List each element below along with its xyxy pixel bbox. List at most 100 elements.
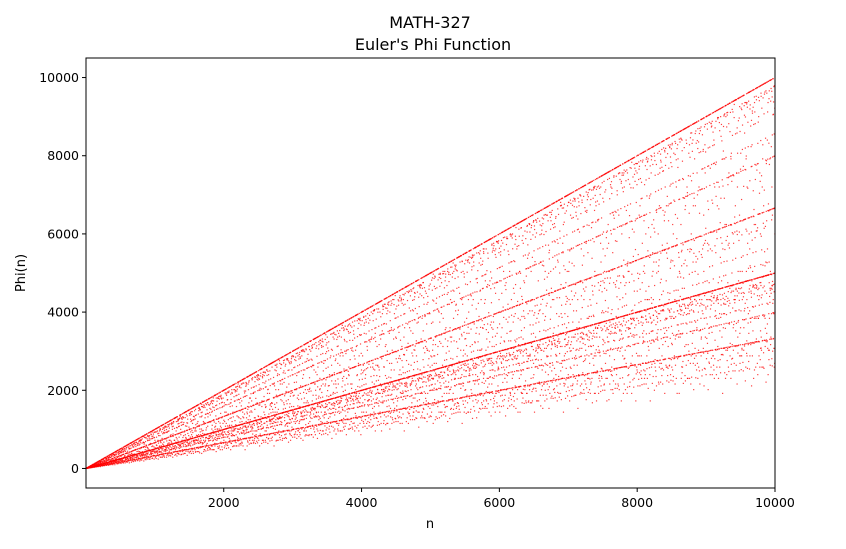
data-point xyxy=(121,460,123,462)
data-point xyxy=(102,463,104,466)
data-point xyxy=(108,464,110,466)
data-point xyxy=(202,429,204,432)
data-point xyxy=(261,367,263,370)
data-point xyxy=(200,428,203,430)
data-point xyxy=(418,306,420,308)
data-point xyxy=(353,325,355,327)
data-point xyxy=(285,400,287,402)
data-point xyxy=(342,380,344,382)
data-point xyxy=(233,439,235,442)
data-point xyxy=(421,392,423,394)
data-point xyxy=(228,437,230,440)
data-point xyxy=(280,417,282,419)
data-point xyxy=(326,405,328,408)
data-point xyxy=(368,307,370,309)
data-point xyxy=(332,391,334,394)
data-point xyxy=(281,412,283,415)
data-point xyxy=(299,427,302,429)
data-points xyxy=(85,78,776,470)
data-point xyxy=(411,377,413,379)
data-point xyxy=(269,404,271,406)
data-point xyxy=(410,330,412,332)
data-point xyxy=(134,442,136,444)
data-point xyxy=(169,442,171,444)
data-point xyxy=(306,414,308,416)
data-point xyxy=(261,377,264,379)
data-point xyxy=(200,441,202,444)
data-point xyxy=(151,455,153,457)
data-point xyxy=(325,377,327,379)
data-point xyxy=(184,434,186,436)
data-point xyxy=(350,395,353,398)
data-point xyxy=(332,332,334,334)
data-point xyxy=(120,449,123,452)
data-point xyxy=(286,410,288,413)
data-point xyxy=(261,400,263,402)
data-point xyxy=(416,405,418,408)
data-point xyxy=(306,358,308,360)
data-point xyxy=(157,447,160,449)
data-point xyxy=(393,303,395,306)
data-point xyxy=(411,282,413,285)
data-point xyxy=(239,439,241,441)
data-point xyxy=(108,462,110,465)
data-point xyxy=(390,411,392,413)
data-point xyxy=(368,394,370,396)
data-point xyxy=(162,446,164,448)
data-point xyxy=(418,279,420,281)
data-point xyxy=(185,445,187,448)
data-point xyxy=(255,430,257,432)
data-point xyxy=(281,424,283,426)
data-point xyxy=(194,408,197,410)
data-point xyxy=(206,422,208,424)
data-point xyxy=(141,438,143,440)
data-point xyxy=(211,445,214,447)
data-point xyxy=(180,450,182,452)
data-point xyxy=(291,409,293,411)
data-point xyxy=(340,336,342,338)
data-point xyxy=(214,445,216,447)
data-point xyxy=(157,449,160,451)
data-point xyxy=(293,434,295,436)
data-point xyxy=(116,452,118,454)
data-point xyxy=(309,417,312,419)
data-point xyxy=(421,374,423,376)
data-point xyxy=(137,442,140,444)
data-point xyxy=(391,422,393,425)
data-point xyxy=(155,427,157,430)
data-point xyxy=(209,449,211,451)
data-point xyxy=(377,391,379,394)
data-point xyxy=(176,427,178,429)
data-point xyxy=(284,355,286,357)
data-point xyxy=(332,336,334,338)
data-point xyxy=(388,304,390,306)
data-point xyxy=(314,409,316,411)
data-point xyxy=(245,384,247,386)
data-point xyxy=(165,437,167,439)
data-point xyxy=(277,432,279,435)
data-point xyxy=(187,418,189,420)
data-point xyxy=(356,344,358,347)
data-point xyxy=(389,428,391,430)
data-point xyxy=(223,419,225,421)
data-point xyxy=(332,411,334,414)
data-point xyxy=(106,464,108,466)
data-point xyxy=(360,324,362,326)
data-point xyxy=(129,455,131,457)
data-point xyxy=(421,315,424,317)
data-point xyxy=(422,359,424,361)
data-point xyxy=(231,428,233,430)
data-point xyxy=(283,402,285,404)
data-point xyxy=(139,439,142,441)
data-point xyxy=(281,416,284,418)
data-point xyxy=(121,454,123,456)
data-point xyxy=(324,332,326,334)
data-point xyxy=(202,435,204,437)
data-point xyxy=(310,365,312,368)
data-point xyxy=(310,407,312,409)
data-point xyxy=(225,393,227,395)
data-point xyxy=(190,428,192,430)
data-point xyxy=(299,357,302,359)
data-point xyxy=(413,361,416,364)
data-point xyxy=(209,414,211,416)
